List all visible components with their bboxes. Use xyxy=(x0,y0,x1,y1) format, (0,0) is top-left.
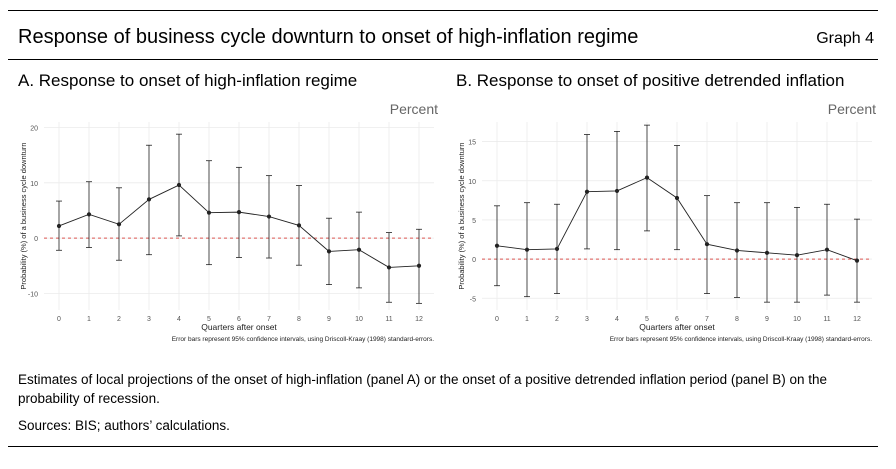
top-rule xyxy=(8,10,878,11)
data-point xyxy=(206,210,212,215)
data-point xyxy=(644,175,650,180)
y-tick-label: -10 xyxy=(28,291,38,298)
x-tick-label: 2 xyxy=(117,316,121,323)
y-tick-label: 10 xyxy=(30,181,38,188)
graph-sources: Sources: BIS; authors’ calculations. xyxy=(18,418,230,433)
y-axis-label: Probability (%) of a business cycle down… xyxy=(457,142,466,289)
y-tick-label: 0 xyxy=(472,257,476,264)
y-tick-label: 5 xyxy=(472,218,476,225)
graph-footnote: Estimates of local projections of the on… xyxy=(18,372,827,406)
data-point xyxy=(674,195,680,201)
error-bar-note: Error bars represent 95% confidence inte… xyxy=(172,336,434,343)
data-point xyxy=(176,182,182,188)
x-tick-label: 11 xyxy=(385,316,392,323)
x-axis-label: Quarters after onset xyxy=(639,322,715,332)
y-axis-label: Probability (%) of a business cycle down… xyxy=(19,142,28,289)
y-tick-label: 0 xyxy=(34,236,38,243)
x-tick-label: 1 xyxy=(87,316,91,323)
y-tick-label: 20 xyxy=(30,126,38,133)
data-point xyxy=(386,265,392,270)
x-tick-label: 7 xyxy=(267,316,271,323)
x-tick-label: 4 xyxy=(615,316,619,323)
data-point xyxy=(56,223,62,229)
data-point xyxy=(416,263,422,268)
graph-number: Graph 4 xyxy=(816,30,874,47)
x-tick-label: 4 xyxy=(177,316,181,323)
panel-a-unit: Percent xyxy=(389,101,438,117)
data-point xyxy=(764,250,770,255)
data-point xyxy=(326,249,332,254)
panel-b-title: B. Response to onset of positive detrend… xyxy=(456,71,845,90)
x-tick-label: 3 xyxy=(147,316,151,323)
x-tick-label: 2 xyxy=(555,316,559,323)
bottom-rule xyxy=(8,446,878,447)
data-point xyxy=(266,214,272,219)
y-tick-label: -5 xyxy=(470,296,476,303)
data-point xyxy=(86,212,92,217)
x-tick-label: 11 xyxy=(823,316,830,323)
data-point xyxy=(854,258,860,263)
x-tick-label: 7 xyxy=(705,316,709,323)
x-tick-label: 9 xyxy=(765,316,769,323)
y-tick-label: 10 xyxy=(468,179,476,186)
data-point xyxy=(614,188,620,194)
title-rule xyxy=(8,59,878,60)
data-point xyxy=(704,242,710,247)
graph-title: Response of business cycle downturn to o… xyxy=(18,26,639,48)
x-tick-label: 8 xyxy=(735,316,739,323)
data-point xyxy=(296,223,302,228)
data-point xyxy=(554,246,560,251)
x-tick-label: 10 xyxy=(355,316,363,323)
panel-b-unit: Percent xyxy=(827,101,876,117)
x-tick-label: 1 xyxy=(525,316,529,323)
x-tick-label: 10 xyxy=(793,316,801,323)
x-tick-label: 12 xyxy=(415,316,423,323)
x-tick-label: 5 xyxy=(207,316,211,323)
data-point xyxy=(824,247,830,252)
data-point xyxy=(146,197,152,202)
data-point xyxy=(584,189,590,194)
x-tick-label: 6 xyxy=(237,316,241,323)
data-point xyxy=(494,243,500,248)
data-point xyxy=(356,247,362,252)
error-bar-note: Error bars represent 95% confidence inte… xyxy=(610,336,872,343)
data-point xyxy=(734,248,740,253)
data-point xyxy=(794,253,800,258)
x-tick-label: 0 xyxy=(495,316,499,323)
x-tick-label: 12 xyxy=(853,316,861,323)
y-tick-label: 15 xyxy=(468,140,476,147)
data-point xyxy=(116,222,122,227)
data-point xyxy=(236,210,242,215)
x-tick-label: 3 xyxy=(585,316,589,323)
x-tick-label: 9 xyxy=(327,316,331,323)
x-tick-label: 6 xyxy=(675,316,679,323)
data-point xyxy=(524,247,530,252)
x-tick-label: 5 xyxy=(645,316,649,323)
panel-a-title: A. Response to onset of high-inflation r… xyxy=(18,71,358,90)
x-axis-label: Quarters after onset xyxy=(201,322,277,332)
x-tick-label: 8 xyxy=(297,316,301,323)
x-tick-label: 0 xyxy=(57,316,61,323)
